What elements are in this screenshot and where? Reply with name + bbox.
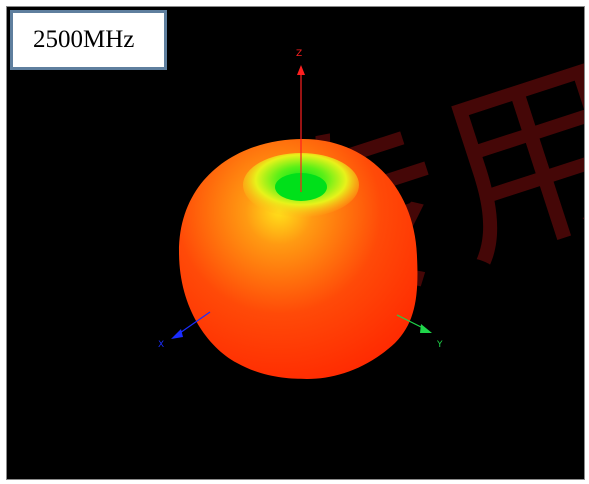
3d-viewport[interactable]: 专用 Z X Y [7,7,584,479]
radiation-pattern-viewer[interactable]: 专用 Z X Y 2500MHz [6,6,585,480]
x-axis-label: X [158,340,164,350]
y-axis: Y [396,314,443,350]
z-axis-label: Z [296,49,302,59]
frequency-label: 2500MHz [10,10,167,70]
radiation-pattern-surface [179,139,418,379]
z-axis: Z [296,49,305,192]
x-axis: X [158,311,211,350]
y-axis-label: Y [436,340,443,350]
